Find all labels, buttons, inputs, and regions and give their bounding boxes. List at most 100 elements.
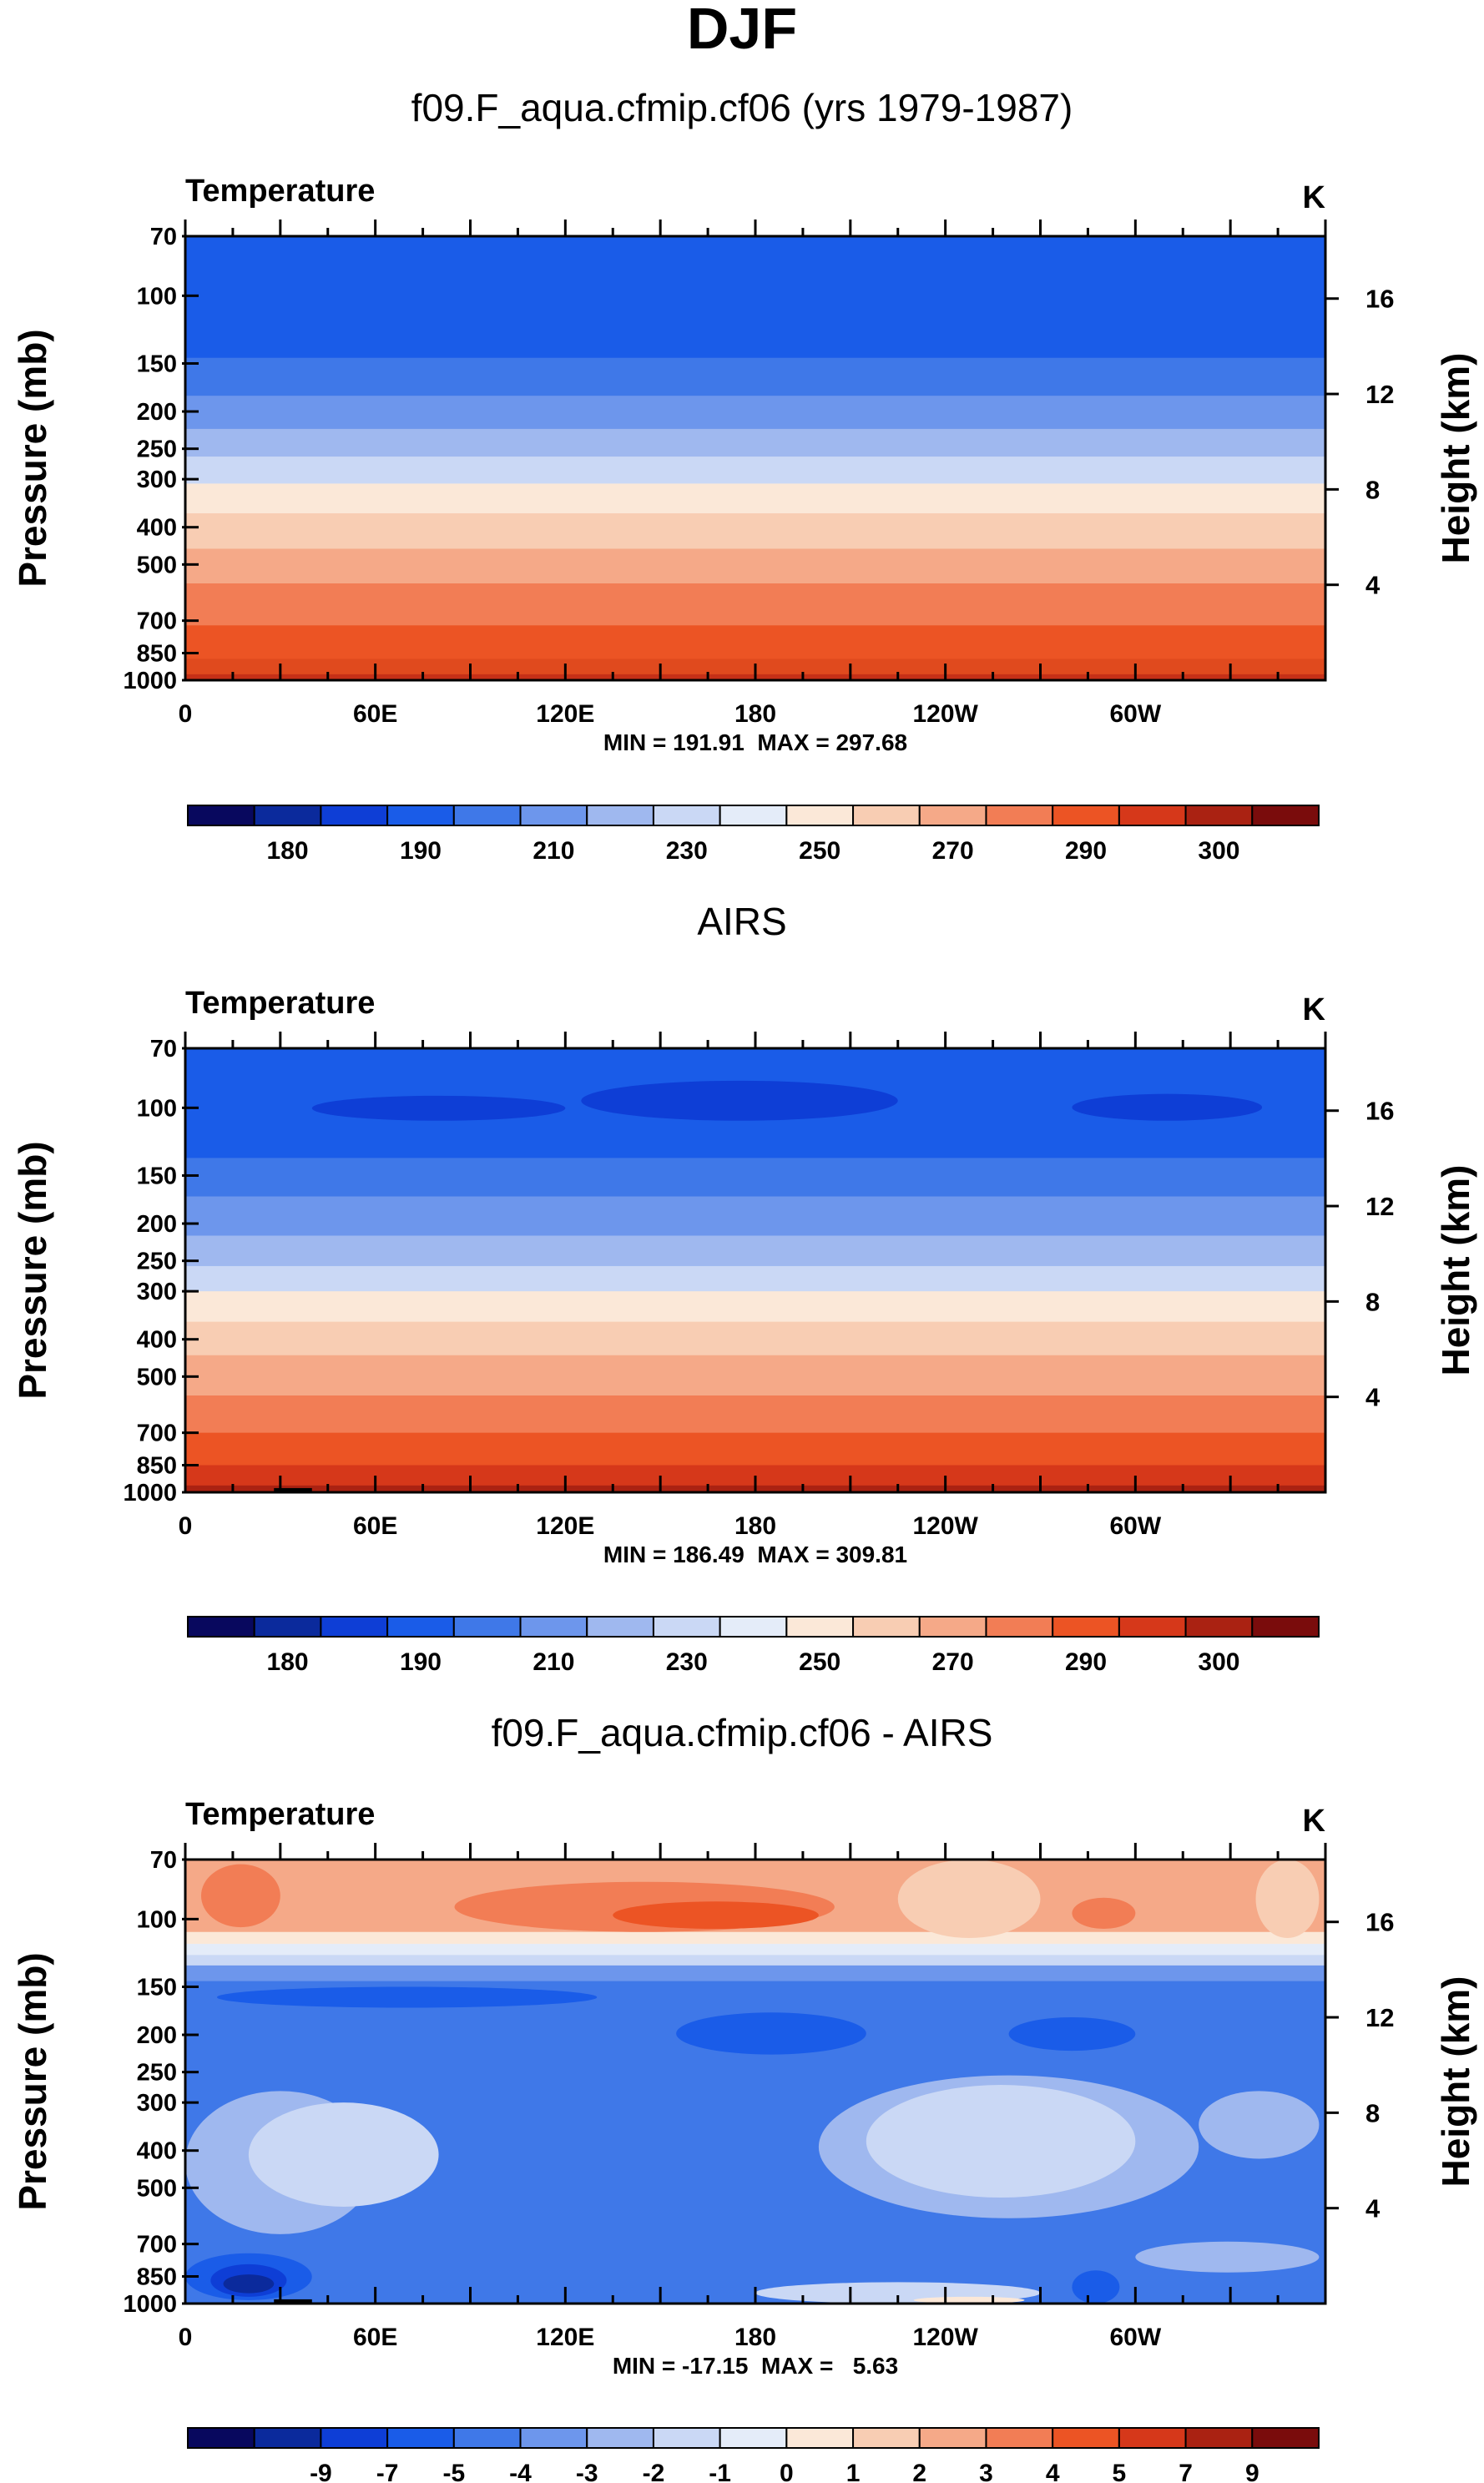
colorbar-swatch: [1118, 1616, 1187, 1638]
colorbar-swatch: [1251, 1616, 1320, 1638]
contour-region-20: [223, 2274, 275, 2294]
colorbar-swatch: [320, 1616, 389, 1638]
y-tick-label: 100: [137, 283, 177, 310]
colorbar-label: 3: [979, 2460, 993, 2483]
colorbar-label: 1: [846, 2460, 861, 2483]
chart-panel-2: AIRS Temperature K 0 60E 120E 180 120W 60W 70 100 1…: [11, 900, 1477, 1676]
contour-region-7: [216, 1986, 598, 2008]
y-tick-label: 1000: [123, 1480, 177, 1506]
contour-band-3: [185, 1196, 1325, 1236]
contour-region-2: [581, 1080, 898, 1121]
colorbar-swatch: [519, 805, 588, 826]
y-tick-label: 250: [137, 1249, 177, 1275]
colorbar-swatch: [918, 2427, 987, 2449]
colorbar-swatch: [719, 2427, 788, 2449]
colorbar-label: -4: [509, 2460, 532, 2483]
colorbar-label: 190: [400, 837, 442, 865]
height-tick-label: 16: [1365, 1097, 1394, 1126]
height-tick-label: 8: [1365, 2098, 1380, 2127]
colorbar-swatch: [652, 1616, 721, 1638]
contour-region-8: [676, 2012, 866, 2055]
colorbar-swatch: [1052, 805, 1120, 826]
x-tick-label: 120E: [536, 700, 594, 728]
missing-data-patch: [274, 1487, 312, 1492]
min-max-text: MIN = 186.49 MAX = 309.81: [603, 1542, 907, 1567]
y-tick-label: 500: [137, 1364, 177, 1390]
contour-band-9: [185, 1395, 1325, 1434]
colorbar-label: 180: [267, 1648, 309, 1676]
colorbar-label: -1: [709, 2460, 731, 2483]
colorbar-swatch: [452, 805, 522, 826]
colorbar-label: 2: [912, 2460, 926, 2483]
contour-band-2: [185, 1158, 1325, 1198]
x-tick-label: 60E: [353, 1512, 397, 1540]
contour-region-6: [1072, 1897, 1136, 1930]
contour-field: [185, 1048, 1325, 1492]
height-tick-label: 16: [1365, 285, 1394, 314]
y-tick-label: 300: [137, 1279, 177, 1305]
colorbar-swatch: [1184, 1616, 1254, 1638]
x-tick-label: 120W: [912, 700, 978, 728]
height-tick-label: 4: [1365, 571, 1381, 600]
y-tick-label: 700: [137, 2232, 177, 2258]
colorbar-label: 290: [1065, 837, 1107, 865]
chart-panel-3: f09.F_aqua.cfmip.cf06 - AIRS Temperature K…: [11, 1711, 1477, 2483]
units-label: K: [1303, 180, 1326, 215]
contour-field: [185, 1860, 1325, 2304]
colorbar-swatch: [719, 805, 788, 826]
min-max-text: MIN = 191.91 MAX = 297.68: [603, 729, 907, 755]
y-tick-label: 150: [137, 1974, 177, 2001]
variable-label: Temperature: [185, 174, 375, 209]
contour-region-3: [1072, 1093, 1263, 1121]
contour-band-10: [185, 1432, 1325, 1466]
contour-band-6: [185, 1291, 1325, 1323]
colorbar-swatch: [652, 2427, 721, 2449]
height-tick-label: 4: [1365, 2194, 1381, 2223]
x-tick-label: 120W: [912, 1512, 978, 1540]
colorbar-swatch: [1118, 805, 1187, 826]
colorbar-label: 4: [1046, 2460, 1060, 2483]
y-tick-label: 70: [150, 224, 177, 250]
y-axis-label-right: Height (km): [1434, 1976, 1477, 2188]
x-tick-label: 60E: [353, 700, 397, 728]
colorbar-label: 270: [932, 1648, 974, 1676]
contour-region-4: [897, 1860, 1041, 1939]
y-tick-label: 400: [137, 2138, 177, 2165]
y-tick-label: 1000: [123, 2291, 177, 2318]
colorbar-label: 190: [400, 1648, 442, 1676]
contour-band-3: [185, 396, 1325, 430]
colorbar-swatch: [452, 1616, 522, 1638]
x-tick-label: 0: [179, 1512, 193, 1540]
y-tick-label: 70: [150, 1036, 177, 1062]
contour-region-3: [613, 1901, 819, 1930]
variable-label: Temperature: [185, 986, 375, 1021]
y-tick-label: 500: [137, 2175, 177, 2202]
colorbar-swatch: [1052, 1616, 1120, 1638]
y-tick-label: 100: [137, 1095, 177, 1122]
colorbar-label: 300: [1198, 837, 1239, 865]
y-tick-label: 400: [137, 515, 177, 542]
contour-band-5: [185, 1965, 1325, 1982]
y-tick-label: 850: [137, 640, 177, 667]
y-axis-label: Pressure (mb): [11, 329, 54, 587]
colorbar-swatch: [985, 2427, 1054, 2449]
height-tick-label: 12: [1365, 2003, 1394, 2032]
colorbar-swatch: [852, 2427, 921, 2449]
colorbar-swatch: [253, 2427, 322, 2449]
y-tick-label: 700: [137, 608, 177, 635]
y-tick-label: 150: [137, 1163, 177, 1189]
contour-band-5: [185, 457, 1325, 484]
x-tick-label: 180: [734, 2324, 776, 2351]
colorbar-swatch: [918, 805, 987, 826]
contour-band-4: [185, 1235, 1325, 1267]
colorbar-swatch: [785, 805, 855, 826]
contour-region-11: [248, 2102, 439, 2208]
colorbar-swatch: [187, 1616, 255, 1638]
contour-region-15: [1135, 2241, 1320, 2273]
height-tick-label: 12: [1365, 1192, 1394, 1221]
colorbar-label: -7: [376, 2460, 399, 2483]
x-tick-label: 180: [734, 700, 776, 728]
units-label: K: [1303, 992, 1326, 1027]
contour-region-13: [866, 2085, 1136, 2198]
contour-band-9: [185, 583, 1325, 626]
